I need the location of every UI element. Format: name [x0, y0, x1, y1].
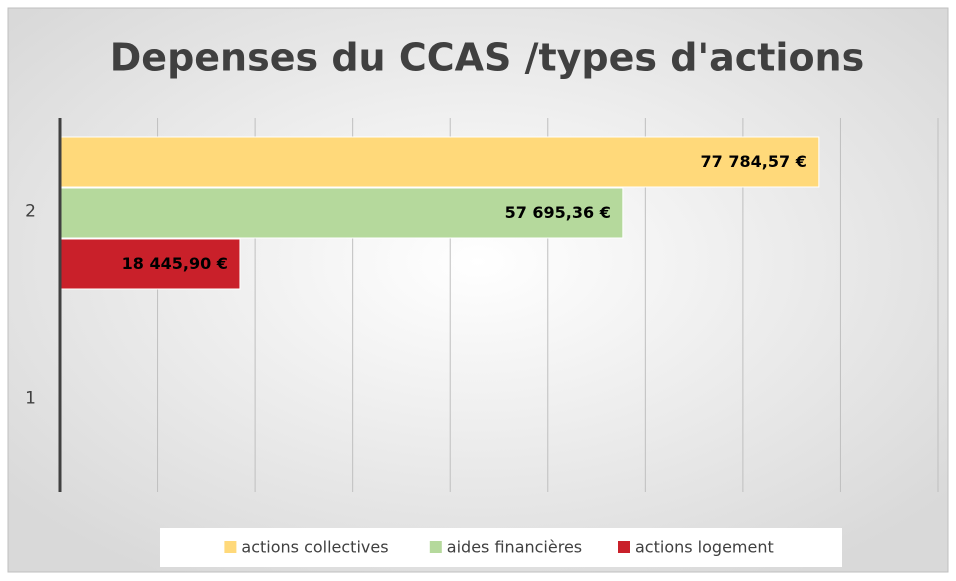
legend-label: actions collectives — [241, 538, 388, 557]
y-tick-label: 2 — [25, 202, 36, 222]
bar — [59, 238, 241, 290]
legend-label: actions logement — [635, 538, 774, 557]
legend-box — [160, 528, 842, 567]
legend-swatch — [618, 541, 630, 553]
y-tick-label: 1 — [25, 389, 36, 409]
bar — [59, 187, 624, 239]
chart-title: Depenses du CCAS /types d'actions — [110, 36, 864, 80]
legend-swatch — [429, 541, 442, 553]
data-label: 18 445,90 € — [122, 254, 228, 273]
legend-swatch — [224, 541, 237, 553]
data-label: 57 695,36 € — [505, 203, 611, 222]
legend-label: aides financières — [447, 538, 582, 557]
chart-area — [7, 7, 949, 573]
data-label: 77 784,57 € — [701, 152, 807, 171]
bar — [59, 136, 820, 188]
